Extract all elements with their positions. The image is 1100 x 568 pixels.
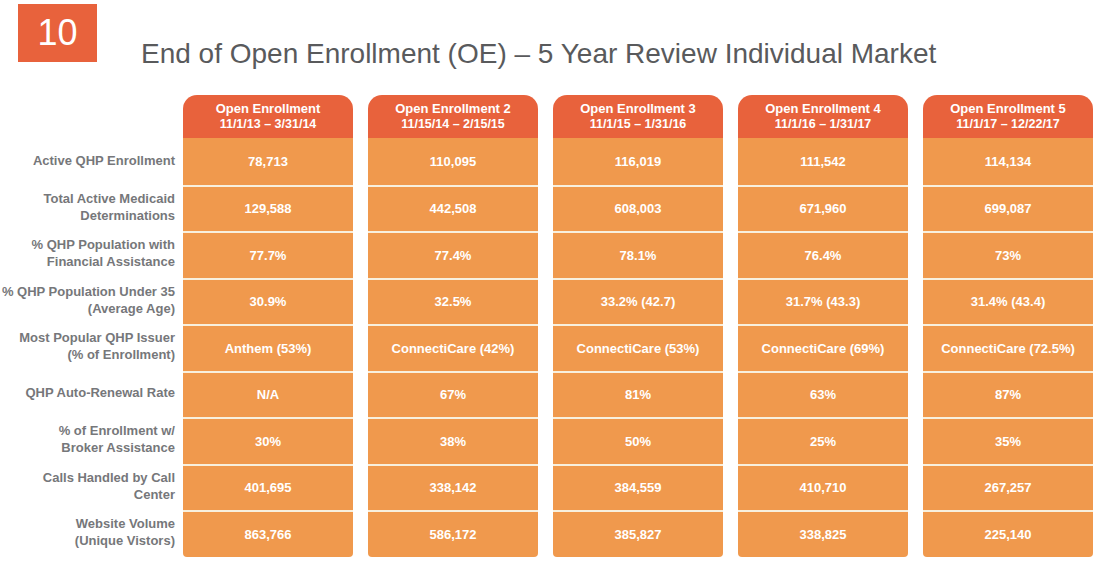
table-cell: 586,172 xyxy=(368,510,538,557)
page-title: End of Open Enrollment (OE) – 5 Year Rev… xyxy=(141,38,936,70)
row-label: Website Volume (Unique Vistors) xyxy=(0,510,175,557)
column-title: Open Enrollment xyxy=(216,101,321,117)
table-cell: 114,134 xyxy=(923,138,1093,185)
column-title: Open Enrollment 4 xyxy=(765,101,881,117)
row-label: % QHP Population Under 35 (Average Age) xyxy=(0,278,175,325)
table-cell: 267,257 xyxy=(923,464,1093,511)
table-cell: 401,695 xyxy=(183,464,353,511)
enrollment-table: Active QHP EnrollmentTotal Active Medica… xyxy=(0,95,1093,557)
row-label: Active QHP Enrollment xyxy=(0,138,175,185)
column-date-range: 11/1/13 – 3/31/14 xyxy=(220,117,317,133)
enrollment-column: Open Enrollment 211/15/14 – 2/15/15110,0… xyxy=(368,95,538,557)
table-cell: 35% xyxy=(923,417,1093,464)
table-cell: 110,095 xyxy=(368,138,538,185)
row-label: QHP Auto-Renewal Rate xyxy=(0,371,175,418)
table-cell: 25% xyxy=(738,417,908,464)
table-cell: 30% xyxy=(183,417,353,464)
table-cell: 32.5% xyxy=(368,278,538,325)
table-cell: Anthem (53%) xyxy=(183,324,353,371)
table-cell: 116,019 xyxy=(553,138,723,185)
slide-number-badge: 10 xyxy=(18,4,97,62)
enrollment-column: Open Enrollment11/1/13 – 3/31/1478,71312… xyxy=(183,95,353,557)
row-label: Total Active Medicaid Determinations xyxy=(0,185,175,232)
column-header: Open Enrollment 511/1/17 – 12/22/17 xyxy=(923,95,1093,138)
column-header: Open Enrollment 411/1/16 – 1/31/17 xyxy=(738,95,908,138)
table-cell: N/A xyxy=(183,371,353,418)
table-cell: 67% xyxy=(368,371,538,418)
table-cell: 129,588 xyxy=(183,185,353,232)
table-cell: ConnectiCare (53%) xyxy=(553,324,723,371)
table-cell: 442,508 xyxy=(368,185,538,232)
row-label: % of Enrollment w/ Broker Assistance xyxy=(0,417,175,464)
table-cell: 50% xyxy=(553,417,723,464)
row-label: Most Popular QHP Issuer (% of Enrollment… xyxy=(0,324,175,371)
table-cell: 73% xyxy=(923,231,1093,278)
table-cell: 111,542 xyxy=(738,138,908,185)
table-cell: 410,710 xyxy=(738,464,908,511)
column-header: Open Enrollment 211/15/14 – 2/15/15 xyxy=(368,95,538,138)
enrollment-column: Open Enrollment 511/1/17 – 12/22/17114,1… xyxy=(923,95,1093,557)
table-cell: 76.4% xyxy=(738,231,908,278)
row-labels-column: Active QHP EnrollmentTotal Active Medica… xyxy=(0,95,175,557)
enrollment-column: Open Enrollment 411/1/16 – 1/31/17111,54… xyxy=(738,95,908,557)
table-cell: 81% xyxy=(553,371,723,418)
table-cell: 87% xyxy=(923,371,1093,418)
table-cell: ConnectiCare (42%) xyxy=(368,324,538,371)
table-cell: 225,140 xyxy=(923,510,1093,557)
column-header: Open Enrollment 311/1/15 – 1/31/16 xyxy=(553,95,723,138)
column-title: Open Enrollment 5 xyxy=(950,101,1066,117)
table-cell: 78,713 xyxy=(183,138,353,185)
table-cell: 38% xyxy=(368,417,538,464)
table-cell: 338,142 xyxy=(368,464,538,511)
table-cell: 31.4% (43.4) xyxy=(923,278,1093,325)
table-cell: 31.7% (43.3) xyxy=(738,278,908,325)
table-cell: ConnectiCare (72.5%) xyxy=(923,324,1093,371)
table-cell: 608,003 xyxy=(553,185,723,232)
enrollment-column: Open Enrollment 311/1/15 – 1/31/16116,01… xyxy=(553,95,723,557)
column-date-range: 11/15/14 – 2/15/15 xyxy=(401,117,505,133)
column-title: Open Enrollment 2 xyxy=(395,101,511,117)
column-date-range: 11/1/17 – 12/22/17 xyxy=(956,117,1060,133)
column-title: Open Enrollment 3 xyxy=(580,101,696,117)
table-cell: 63% xyxy=(738,371,908,418)
slide-number: 10 xyxy=(37,12,77,54)
row-label: Calls Handled by Call Center xyxy=(0,464,175,511)
table-cell: 77.4% xyxy=(368,231,538,278)
row-label: % QHP Population with Financial Assistan… xyxy=(0,231,175,278)
table-cell: 385,827 xyxy=(553,510,723,557)
table-cell: 699,087 xyxy=(923,185,1093,232)
table-cell: 77.7% xyxy=(183,231,353,278)
table-cell: 33.2% (42.7) xyxy=(553,278,723,325)
table-cell: 384,559 xyxy=(553,464,723,511)
table-cell: 863,766 xyxy=(183,510,353,557)
column-date-range: 11/1/16 – 1/31/17 xyxy=(775,117,872,133)
table-cell: 338,825 xyxy=(738,510,908,557)
table-cell: 78.1% xyxy=(553,231,723,278)
table-cell: ConnectiCare (69%) xyxy=(738,324,908,371)
column-date-range: 11/1/15 – 1/31/16 xyxy=(590,117,687,133)
table-cell: 671,960 xyxy=(738,185,908,232)
column-header: Open Enrollment11/1/13 – 3/31/14 xyxy=(183,95,353,138)
table-cell: 30.9% xyxy=(183,278,353,325)
